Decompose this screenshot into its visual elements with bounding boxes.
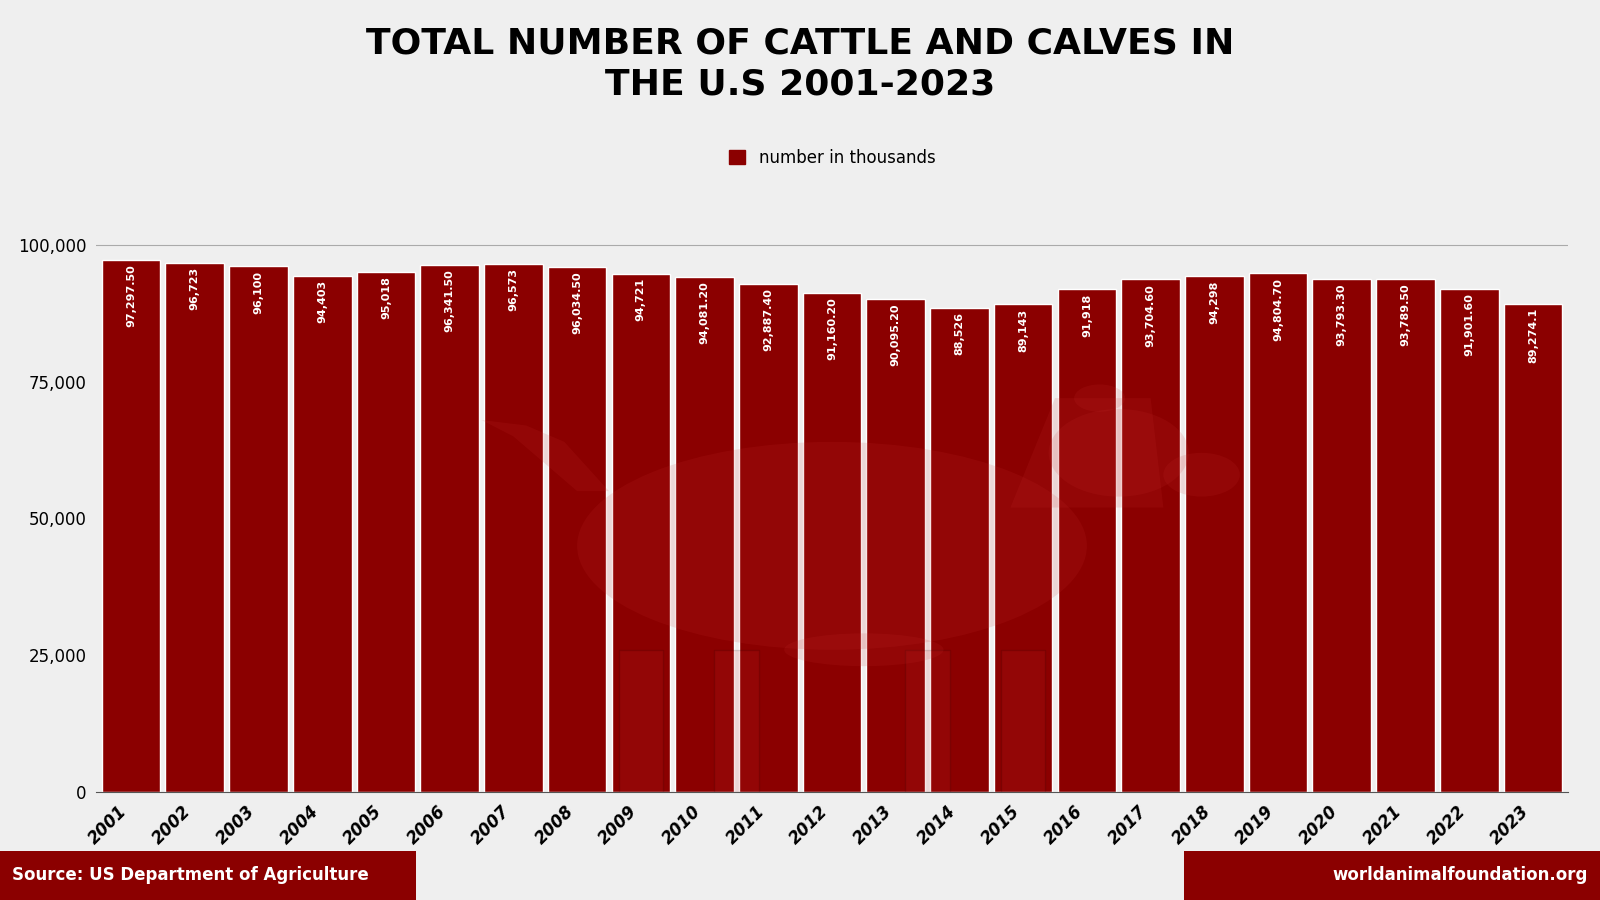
Bar [165, 263, 224, 792]
Legend: number in thousands: number in thousands [722, 142, 942, 173]
Text: Source: US Department of Agriculture: Source: US Department of Agriculture [13, 866, 370, 884]
Text: 94,804.70: 94,804.70 [1274, 278, 1283, 340]
Bar [357, 272, 416, 792]
Polygon shape [482, 420, 610, 491]
Bar [803, 293, 861, 792]
Text: 93,793.30: 93,793.30 [1336, 284, 1347, 346]
Text: 89,143: 89,143 [1018, 309, 1029, 352]
Bar [1122, 279, 1179, 792]
Text: 90,095.20: 90,095.20 [891, 303, 901, 366]
Text: worldanimalfoundation.org: worldanimalfoundation.org [1333, 866, 1587, 884]
Bar [611, 274, 670, 792]
Bar [1312, 279, 1371, 792]
Bar [102, 260, 160, 792]
Bar [1248, 274, 1307, 792]
Ellipse shape [784, 634, 944, 666]
Text: 93,789.50: 93,789.50 [1400, 284, 1411, 346]
Text: 96,723: 96,723 [190, 267, 200, 310]
Bar [739, 284, 797, 792]
Polygon shape [1011, 398, 1163, 508]
Bar [1186, 276, 1243, 792]
Bar [994, 304, 1053, 792]
Text: 94,298: 94,298 [1210, 281, 1219, 324]
Text: 92,887.40: 92,887.40 [763, 288, 773, 351]
FancyBboxPatch shape [1002, 650, 1045, 792]
Text: 89,274.1: 89,274.1 [1528, 308, 1538, 364]
Text: 94,081.20: 94,081.20 [699, 282, 709, 345]
Text: 91,160.20: 91,160.20 [827, 298, 837, 360]
Text: 94,721: 94,721 [635, 278, 646, 321]
Ellipse shape [578, 442, 1086, 650]
FancyBboxPatch shape [619, 650, 662, 792]
Ellipse shape [1048, 410, 1189, 497]
Text: 95,018: 95,018 [381, 276, 390, 320]
Bar [675, 277, 734, 792]
Bar [485, 264, 542, 792]
Text: 88,526: 88,526 [955, 312, 965, 356]
Bar [930, 308, 989, 792]
Text: 94,403: 94,403 [317, 280, 328, 323]
FancyBboxPatch shape [906, 650, 950, 792]
Bar [1058, 289, 1117, 792]
Bar [867, 299, 925, 792]
Bar [1504, 303, 1562, 792]
Bar [229, 266, 288, 792]
Bar [1440, 289, 1499, 792]
Ellipse shape [1163, 453, 1240, 497]
Text: 96,341.50: 96,341.50 [445, 269, 454, 332]
Text: 96,573: 96,573 [509, 268, 518, 311]
Text: 91,918: 91,918 [1082, 293, 1091, 337]
Bar [1376, 279, 1435, 792]
Text: 96,100: 96,100 [253, 271, 264, 314]
Ellipse shape [1074, 384, 1125, 412]
Text: 93,704.60: 93,704.60 [1146, 284, 1155, 346]
Text: 91,901.60: 91,901.60 [1464, 293, 1474, 356]
Text: TOTAL NUMBER OF CATTLE AND CALVES IN
THE U.S 2001-2023: TOTAL NUMBER OF CATTLE AND CALVES IN THE… [366, 27, 1234, 102]
FancyBboxPatch shape [714, 650, 758, 792]
Bar [293, 275, 352, 792]
Bar [421, 265, 478, 792]
Text: 97,297.50: 97,297.50 [126, 264, 136, 327]
Text: 96,034.50: 96,034.50 [573, 271, 582, 334]
Bar [547, 266, 606, 792]
